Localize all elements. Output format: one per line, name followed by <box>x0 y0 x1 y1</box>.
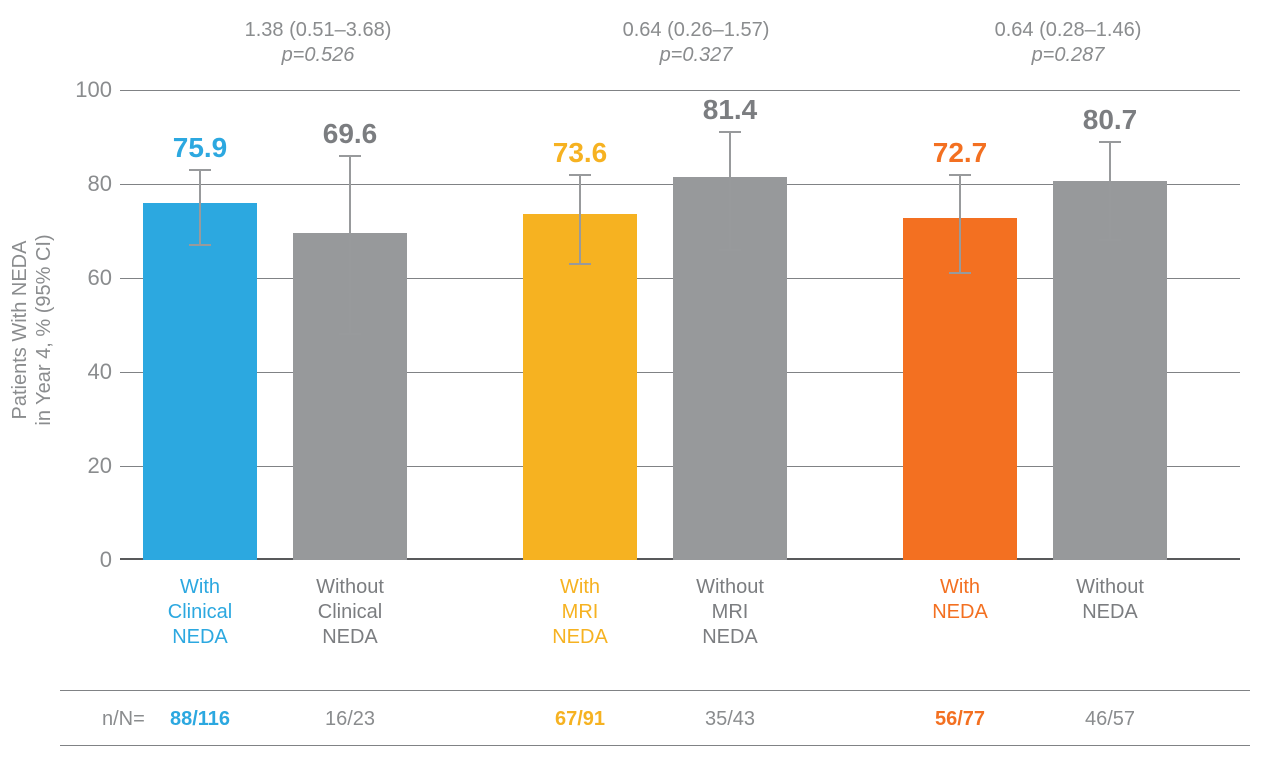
bar-value-label: 72.7 <box>933 137 988 169</box>
y-tick-label: 100 <box>75 77 112 103</box>
error-cap-bottom <box>569 263 591 265</box>
y-tick-label: 0 <box>100 547 112 573</box>
group-stat: 1.38 (0.51–3.68) p=0.526 <box>245 18 392 68</box>
neda-bar-chart: Patients With NEDA in Year 4, % (95% CI)… <box>0 0 1280 783</box>
nn-value: 16/23 <box>325 708 375 731</box>
bar <box>143 203 257 560</box>
error-cap-top <box>569 174 591 176</box>
group-stat-ci: 0.64 (0.26–1.57) <box>623 19 770 41</box>
error-cap-top <box>189 169 211 171</box>
nn-value: 46/57 <box>1085 708 1135 731</box>
group-stat-p: p=0.526 <box>282 44 355 66</box>
error-cap-bottom <box>189 244 211 246</box>
nn-bottom-line <box>60 745 1250 746</box>
y-axis-label-line2: in Year 4, % (95% CI) <box>33 234 55 425</box>
category-label: WithoutClinicalNEDA <box>316 575 384 650</box>
error-bar <box>349 156 351 335</box>
y-axis-label: Patients With NEDA in Year 4, % (95% CI) <box>8 234 56 425</box>
grid-line <box>120 90 1240 91</box>
nn-value: 56/77 <box>935 708 985 731</box>
nn-value: 35/43 <box>705 708 755 731</box>
error-bar <box>1109 142 1111 241</box>
plot-area <box>120 90 1240 560</box>
error-cap-bottom <box>339 333 361 335</box>
bar-value-label: 73.6 <box>553 137 608 169</box>
group-stat-ci: 1.38 (0.51–3.68) <box>245 19 392 41</box>
y-axis-label-line1: Patients With NEDA <box>9 241 31 420</box>
error-cap-top <box>339 155 361 157</box>
error-cap-top <box>1099 141 1121 143</box>
nn-label: n/N= <box>102 708 145 731</box>
group-stat: 0.64 (0.28–1.46) p=0.287 <box>995 18 1142 68</box>
group-stat: 0.64 (0.26–1.57) p=0.327 <box>623 18 770 68</box>
error-cap-top <box>949 174 971 176</box>
category-label: WithClinicalNEDA <box>168 575 232 650</box>
group-stat-ci: 0.64 (0.28–1.46) <box>995 19 1142 41</box>
group-stat-p: p=0.287 <box>1032 44 1105 66</box>
error-bar <box>959 175 961 274</box>
error-bar <box>729 132 731 250</box>
bar-value-label: 75.9 <box>173 132 228 164</box>
bar-value-label: 80.7 <box>1083 104 1138 136</box>
error-cap-bottom <box>949 272 971 274</box>
error-cap-top <box>719 131 741 133</box>
group-stat-p: p=0.327 <box>660 44 733 66</box>
y-tick-label: 60 <box>88 265 112 291</box>
category-label: WithNEDA <box>932 575 988 625</box>
y-tick-label: 20 <box>88 453 112 479</box>
nn-value: 88/116 <box>170 708 230 731</box>
nn-value: 67/91 <box>555 708 605 731</box>
y-tick-label: 40 <box>88 359 112 385</box>
y-tick-label: 80 <box>88 171 112 197</box>
category-label: WithMRINEDA <box>552 575 608 650</box>
bar <box>523 214 637 560</box>
error-bar <box>199 170 201 245</box>
error-cap-bottom <box>1099 239 1121 241</box>
error-bar <box>579 175 581 264</box>
category-label: WithoutMRINEDA <box>696 575 764 650</box>
error-cap-bottom <box>719 249 741 251</box>
nn-top-line <box>60 690 1250 691</box>
bar-value-label: 69.6 <box>323 118 378 150</box>
bar-value-label: 81.4 <box>703 94 758 126</box>
category-label: WithoutNEDA <box>1076 575 1144 625</box>
